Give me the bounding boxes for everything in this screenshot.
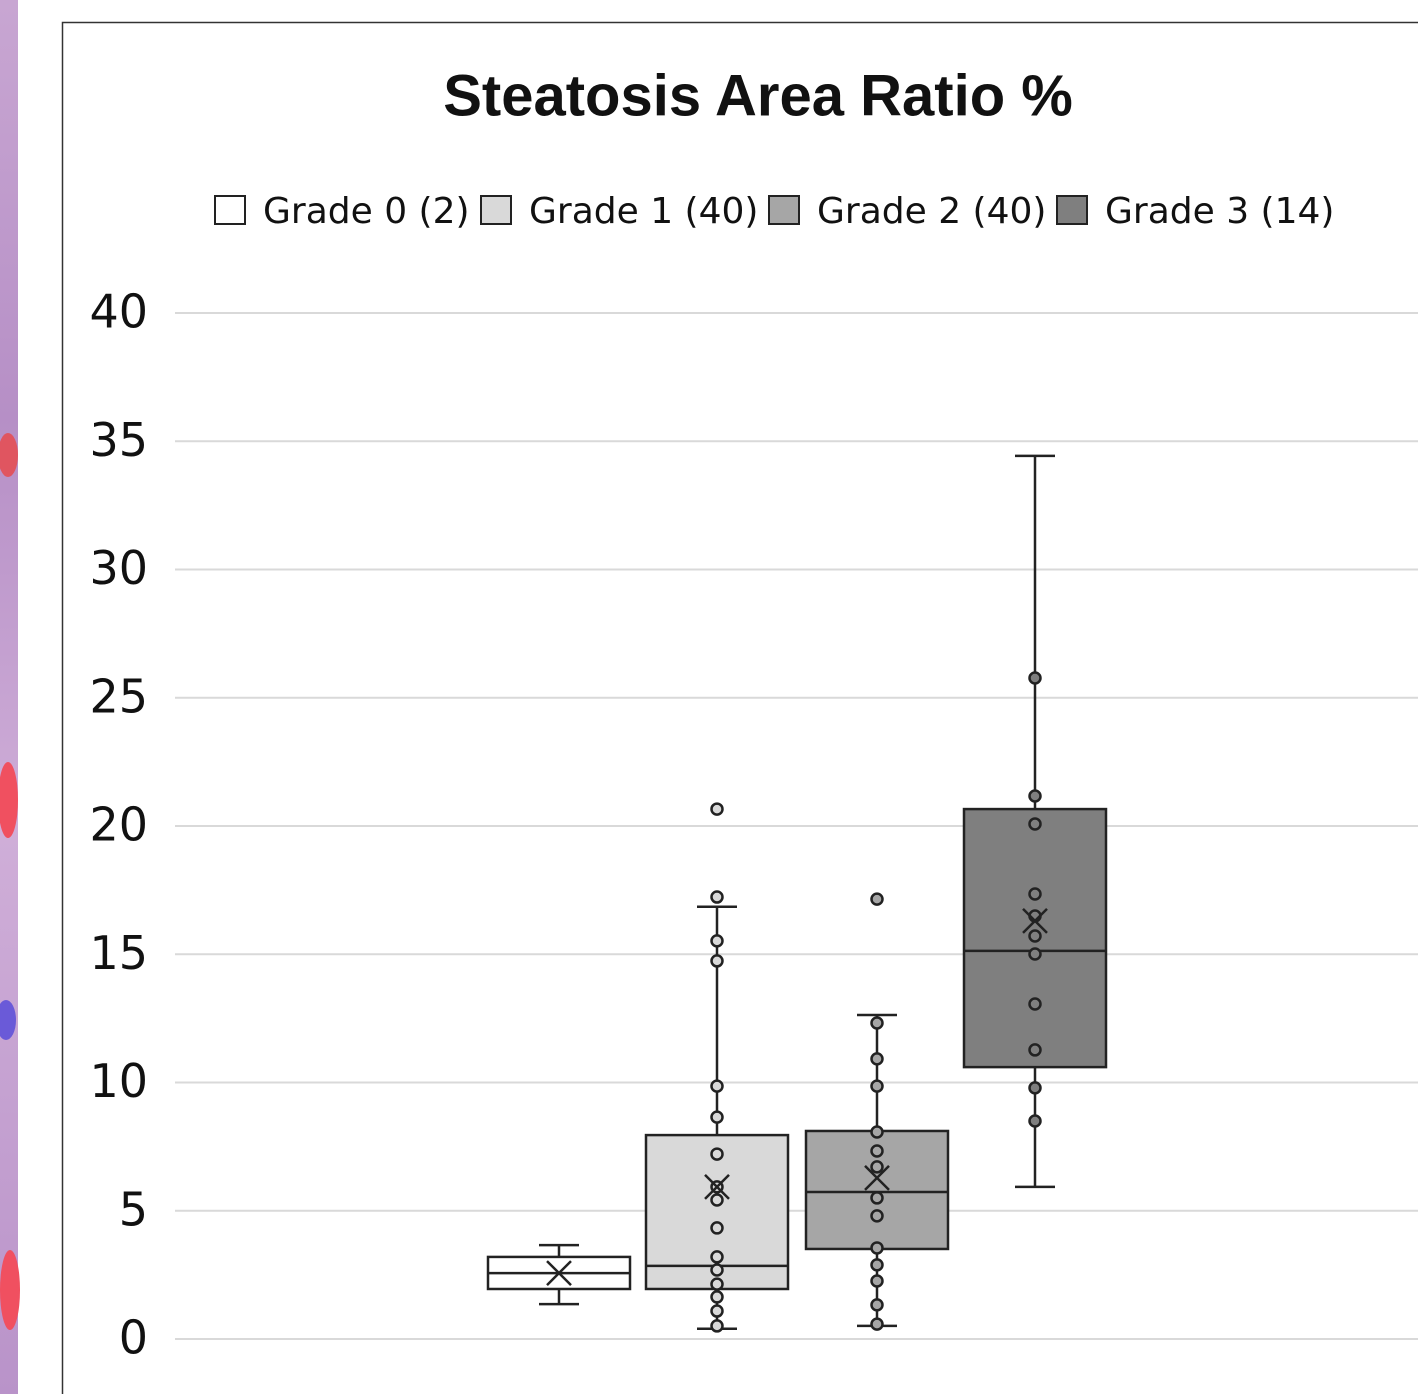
- data-point: [1030, 1044, 1041, 1055]
- data-point: [872, 1210, 883, 1221]
- legend-swatch: [1057, 196, 1087, 224]
- data-point: [712, 1081, 723, 1092]
- data-point: [872, 1276, 883, 1287]
- data-point: [712, 1320, 723, 1331]
- data-point: [1030, 790, 1041, 801]
- data-point: [872, 1299, 883, 1310]
- data-point: [1030, 1115, 1041, 1126]
- data-point: [872, 1192, 883, 1203]
- data-point: [1030, 931, 1041, 942]
- legend-label: Grade 2 (40): [817, 191, 1046, 232]
- data-point: [872, 1319, 883, 1330]
- y-tick-label: 10: [89, 1054, 148, 1108]
- data-point: [712, 1194, 723, 1205]
- data-point: [712, 935, 723, 946]
- data-point: [872, 1161, 883, 1172]
- y-tick-label: 30: [89, 541, 148, 595]
- data-point: [712, 1251, 723, 1262]
- data-point: [872, 1081, 883, 1092]
- data-point: [872, 1259, 883, 1270]
- data-point: [872, 894, 883, 905]
- data-point: [1030, 948, 1041, 959]
- y-tick-label: 40: [89, 285, 148, 339]
- legend-label: Grade 1 (40): [529, 191, 758, 232]
- data-point: [712, 955, 723, 966]
- data-point: [712, 892, 723, 903]
- data-point: [1030, 818, 1041, 829]
- data-point: [872, 1242, 883, 1253]
- data-point: [1030, 888, 1041, 899]
- y-tick-label: 0: [119, 1311, 148, 1365]
- legend-swatch: [769, 196, 799, 224]
- y-tick-label: 20: [89, 798, 148, 852]
- legend-swatch: [481, 196, 511, 224]
- data-point: [712, 1222, 723, 1233]
- data-point: [1030, 999, 1041, 1010]
- data-point: [712, 1306, 723, 1317]
- data-point: [712, 1112, 723, 1123]
- data-point: [712, 1291, 723, 1302]
- side-image: [0, 0, 18, 1394]
- data-point: [712, 1265, 723, 1276]
- y-tick-label: 25: [89, 669, 148, 723]
- data-point: [1030, 1082, 1041, 1093]
- side-image-spot: [0, 1250, 20, 1330]
- data-point: [1030, 672, 1041, 683]
- data-point: [872, 1017, 883, 1028]
- legend-label: Grade 3 (14): [1105, 191, 1334, 232]
- legend-label: Grade 0 (2): [263, 191, 470, 232]
- legend-swatch: [215, 196, 245, 224]
- y-tick-label: 5: [119, 1182, 148, 1236]
- data-point: [712, 1279, 723, 1290]
- chart: Steatosis Area Ratio % 0 5 10 15 20 25 30 35 40 G…: [0, 0, 1418, 1394]
- chart-title: Steatosis Area Ratio %: [443, 63, 1073, 128]
- data-point: [872, 1053, 883, 1064]
- data-point: [712, 804, 723, 815]
- data-point: [872, 1145, 883, 1156]
- y-tick-label: 35: [89, 413, 148, 467]
- data-point: [712, 1149, 723, 1160]
- data-point: [872, 1127, 883, 1138]
- y-tick-label: 15: [89, 926, 148, 980]
